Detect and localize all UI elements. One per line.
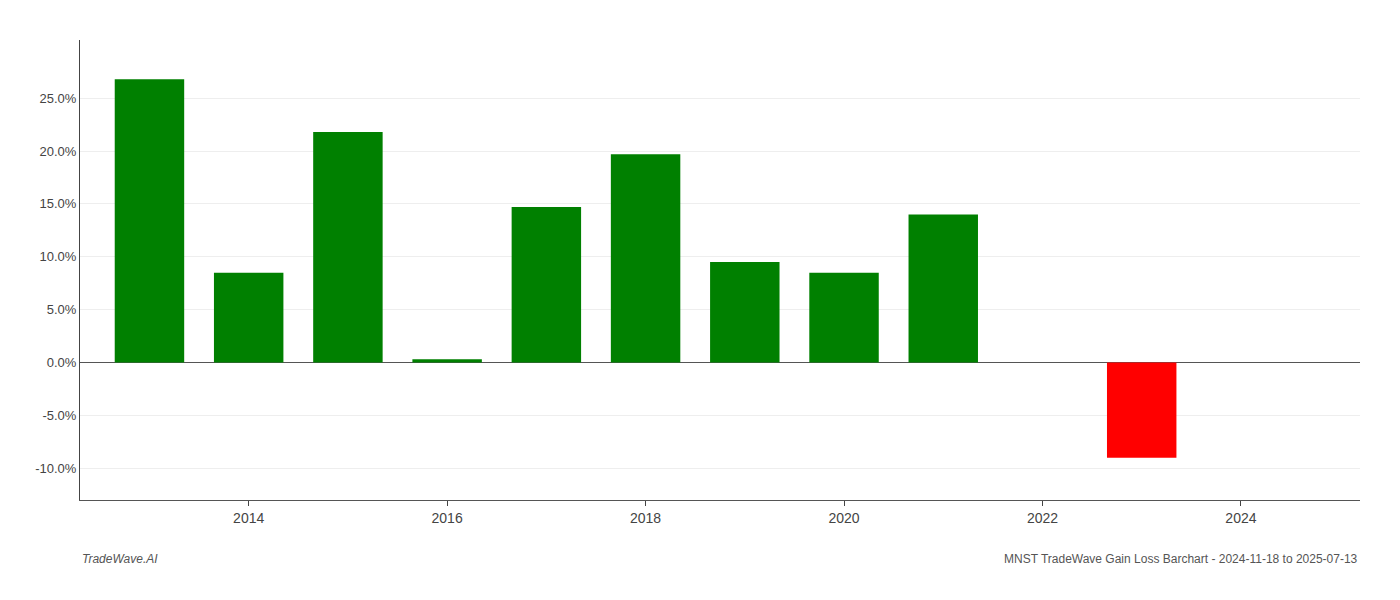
svg-text:-5.0%: -5.0% [42,408,76,423]
svg-text:2020: 2020 [828,510,859,526]
svg-text:15.0%: 15.0% [40,196,77,211]
svg-text:2022: 2022 [1027,510,1058,526]
svg-text:-10.0%: -10.0% [35,461,77,476]
svg-text:5.0%: 5.0% [47,302,77,317]
svg-text:2024: 2024 [1225,510,1256,526]
svg-text:2016: 2016 [432,510,463,526]
svg-text:20.0%: 20.0% [40,144,77,159]
svg-text:TradeWave.AI: TradeWave.AI [82,552,158,566]
svg-text:0.0%: 0.0% [47,355,77,370]
svg-text:2014: 2014 [233,510,264,526]
svg-text:10.0%: 10.0% [40,249,77,264]
svg-text:2018: 2018 [630,510,661,526]
svg-text:MNST TradeWave Gain Loss Barch: MNST TradeWave Gain Loss Barchart - 2024… [1004,552,1358,566]
svg-text:25.0%: 25.0% [40,91,77,106]
